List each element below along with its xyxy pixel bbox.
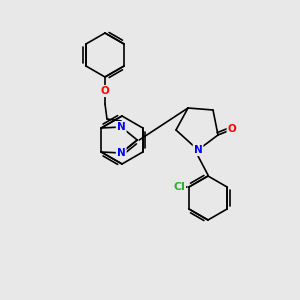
Text: O: O: [100, 86, 109, 96]
Text: N: N: [117, 148, 126, 158]
Text: O: O: [228, 124, 236, 134]
Text: Cl: Cl: [173, 182, 185, 192]
Text: N: N: [194, 145, 202, 155]
Text: N: N: [117, 122, 126, 132]
